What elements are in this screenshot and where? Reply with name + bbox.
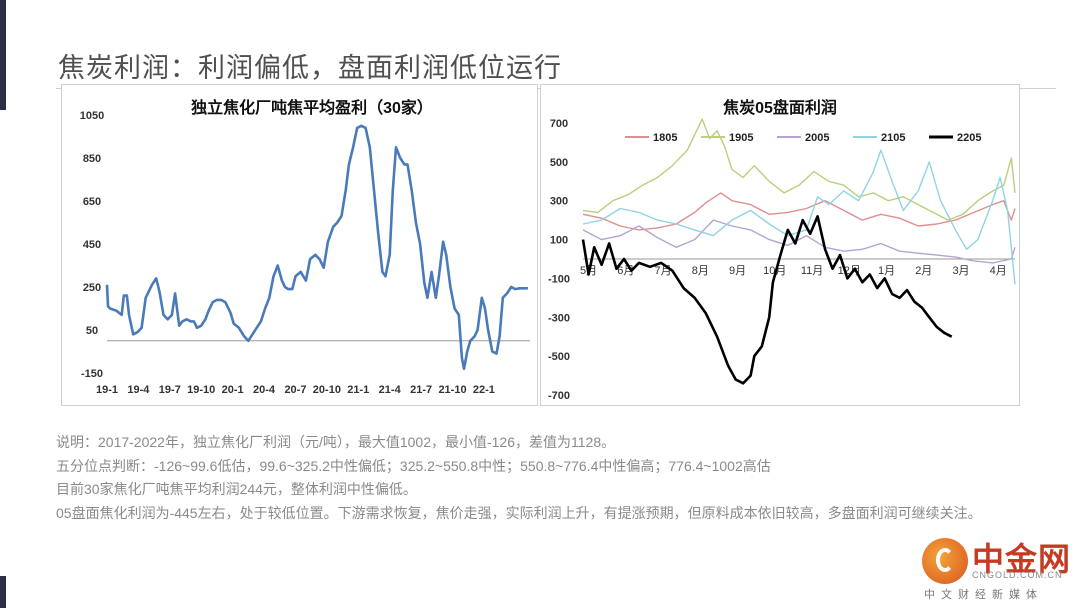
legend-label: 2105 bbox=[881, 132, 905, 144]
series-line-1805 bbox=[582, 192, 1016, 231]
x-tick-label: 2月 bbox=[915, 265, 932, 277]
x-tick-label: 19-7 bbox=[159, 384, 181, 396]
logo-mark-icon bbox=[922, 538, 968, 584]
y-tick-label: -150 bbox=[81, 368, 103, 380]
series-line-2205 bbox=[581, 215, 953, 385]
note-line: 五分位点判断：-126~99.6低估，99.6~325.2中性偏低；325.2~… bbox=[56, 457, 771, 474]
chart-title: 独立焦化厂吨焦平均盈利（30家） bbox=[191, 98, 433, 117]
accent-bar-top bbox=[0, 0, 6, 110]
x-tick-label: 21-1 bbox=[347, 384, 369, 396]
x-tick-label: 19-1 bbox=[96, 384, 118, 396]
x-tick-label: 9月 bbox=[729, 265, 746, 277]
y-tick-label: 250 bbox=[83, 282, 101, 294]
note-line: 05盘面焦化利润为-445左右，处于较低位置。下游需求恢复，焦价走强，实际利润上… bbox=[56, 504, 982, 521]
chart-panel-futures-profit: 焦炭05盘面利润 1805 1905 2005 2105 2205 700 500 300 1… bbox=[540, 84, 1020, 406]
logo-tagline: 中文财经新媒体 bbox=[924, 589, 1043, 601]
series-line-2005 bbox=[582, 219, 1016, 264]
note-line: 说明：2017-2022年，独立焦化厂利润（元/吨），最大值1002，最小值-1… bbox=[56, 434, 616, 450]
series-line-profit bbox=[105, 124, 528, 371]
slide-title: 焦炭利润：利润偏低，盘面利润低位运行 bbox=[58, 53, 562, 83]
series-line-2105 bbox=[582, 149, 1016, 285]
y-tick-label: 650 bbox=[83, 196, 101, 208]
chart-panel-coke-plant-profit: 独立焦化厂吨焦平均盈利（30家） 1050 850 650 450 250 50 -150 … bbox=[61, 84, 538, 406]
watermark-logo: 中金网 CNGOLD.COM.CN 中文财经新媒体 bbox=[900, 530, 1080, 608]
legend-label: 1805 bbox=[653, 132, 677, 144]
x-tick-label: 22-1 bbox=[473, 384, 495, 396]
y-tick-label: 1050 bbox=[80, 110, 104, 122]
logo-url: CNGOLD.COM.CN bbox=[972, 570, 1063, 580]
y-tick-label: 100 bbox=[550, 235, 568, 247]
x-tick-label: 20-7 bbox=[284, 384, 306, 396]
notes-block: 说明：2017-2022年，独立焦化厂利润（元/吨），最大值1002，最小值-1… bbox=[56, 431, 1046, 525]
accent-bar-bottom bbox=[0, 576, 6, 608]
logo-name: 中金网 bbox=[972, 541, 1072, 577]
x-tick-label: 20-1 bbox=[222, 384, 244, 396]
y-tick-label: 50 bbox=[86, 325, 98, 337]
x-tick-label: 11月 bbox=[801, 265, 823, 277]
y-tick-label: -700 bbox=[548, 390, 570, 402]
x-tick-label: 1月 bbox=[878, 265, 895, 277]
x-tick-label: 8月 bbox=[692, 265, 709, 277]
legend-label: 1905 bbox=[729, 132, 753, 144]
y-tick-label: 700 bbox=[550, 118, 568, 130]
x-tick-label: 20-10 bbox=[313, 384, 341, 396]
y-tick-label: 850 bbox=[83, 153, 101, 165]
legend-label: 2005 bbox=[805, 132, 829, 144]
note-line: 目前30家焦化厂吨焦平均利润244元，整体利润中性偏低。 bbox=[56, 481, 417, 497]
y-tick-label: 450 bbox=[83, 239, 101, 251]
x-tick-label: 4月 bbox=[990, 265, 1007, 277]
series-line-1905 bbox=[582, 118, 1016, 221]
y-tick-label: 300 bbox=[550, 196, 568, 208]
x-tick-label: 19-10 bbox=[187, 384, 215, 396]
legend-label: 2205 bbox=[957, 132, 981, 144]
x-tick-label: 20-4 bbox=[253, 384, 276, 396]
chart-coke-plant-profit: 独立焦化厂吨焦平均盈利（30家） 105085065045025050-150 … bbox=[80, 98, 530, 396]
y-tick-label: -300 bbox=[548, 312, 570, 324]
x-tick-label: 21-4 bbox=[379, 384, 402, 396]
y-tick-label: -500 bbox=[548, 351, 570, 363]
chart-futures-profit: 焦炭05盘面利润 1805 1905 2005 2105 2205 700 500 300 1… bbox=[548, 98, 1016, 402]
x-tick-label: 21-10 bbox=[438, 384, 466, 396]
chart-title: 焦炭05盘面利润 bbox=[722, 98, 837, 117]
x-tick-label: 3月 bbox=[952, 265, 969, 277]
x-tick-label: 19-4 bbox=[127, 384, 150, 396]
y-tick-label: 500 bbox=[550, 157, 568, 169]
x-tick-label: 21-7 bbox=[410, 384, 432, 396]
y-tick-label: -100 bbox=[548, 273, 570, 285]
